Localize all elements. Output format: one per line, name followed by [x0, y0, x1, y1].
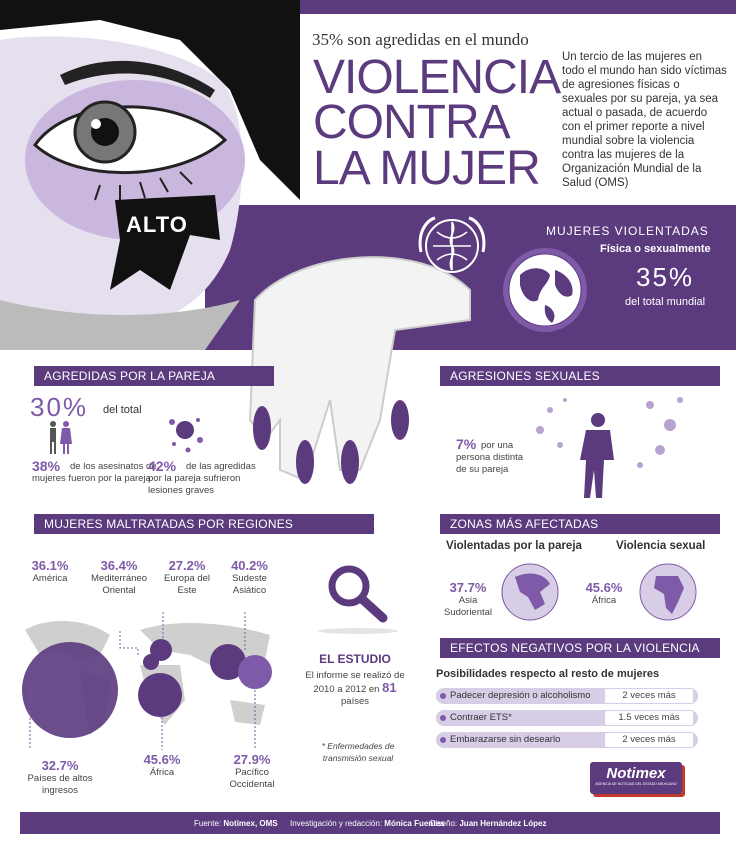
estudio-footnote: * Enfermedades de transmisión sexual	[321, 741, 395, 763]
region-sudeste-pct: 40.2%	[231, 558, 268, 573]
kicker: 35% son agredidas en el mundo	[312, 30, 529, 49]
alto-label: ALTO	[126, 212, 188, 237]
footer-investigacion: Investigación y redacción: Mónica Fuente…	[290, 819, 445, 828]
zonas-col1-title: Violentadas por la pareja	[446, 540, 582, 552]
region-europa-pct: 27.2%	[168, 558, 206, 573]
region-pacifico-pct: 27.9%	[233, 752, 271, 767]
footer-diseno: Diseño: Juan Hernández López	[430, 819, 546, 828]
efectos-band: EFECTOS NEGATIVOS POR LA VIOLENCIA	[440, 638, 720, 658]
region-mediterraneo-pct: 36.4%	[100, 558, 138, 573]
footer-diseno-value: Juan Hernández López	[459, 819, 547, 828]
couple-icon	[50, 421, 72, 454]
efecto-row-3: Embarazarse sin desearlo 2 veces más	[436, 732, 698, 748]
zonas-col2: 45.6% África	[584, 580, 624, 607]
zonas-col1-region: Asia Sudoriental	[443, 595, 493, 618]
estudio-text: El informe se realizó de 2010 a 2012 en …	[305, 670, 405, 708]
estudio-text-b: países	[341, 696, 369, 707]
region-africa-pct: 45.6%	[143, 752, 181, 767]
region-altos-pct: 32.7%	[41, 758, 79, 773]
estudio-countries: 81	[382, 680, 397, 695]
zonas-col2-region: África	[591, 595, 617, 606]
region-america: 36.1% América	[20, 558, 80, 585]
region-pacifico: 27.9% Pacífico Occidental	[222, 752, 282, 791]
sexual-band: AGRESIONES SEXUALES	[440, 366, 720, 386]
efecto-value: 1.5 veces más	[604, 710, 694, 726]
intro-text: Un tercio de las mujeres en todo el mund…	[562, 51, 727, 189]
zonas-col1: 37.7% Asia Sudoriental	[440, 580, 496, 619]
efecto-row-1: Padecer depresión o alcoholismo 2 veces …	[436, 688, 698, 704]
pareja-band: AGREDIDAS POR LA PAREJA	[34, 366, 274, 386]
region-europa-name: Europa del Este	[164, 573, 210, 596]
zonas-band: ZONAS MÁS AFECTADAS	[440, 514, 720, 534]
zonas-col2-title: Violencia sexual	[616, 540, 706, 552]
magnifier-icon	[328, 565, 388, 623]
region-america-name: América	[32, 573, 68, 584]
bullet-icon	[440, 693, 446, 699]
man-silhouette-icon	[536, 397, 683, 498]
zonas-col2-pct: 45.6%	[585, 580, 623, 595]
main-title-line-2: CONTRA	[313, 96, 511, 149]
footer-inv-label: Investigación y redacción:	[290, 819, 383, 828]
pareja-stat2-text: de las agredidas por la pareja sufrieron…	[148, 461, 256, 496]
main-title-line-1: VIOLENCIA	[313, 51, 561, 104]
footer-inv-value: Mónica Fuentes	[384, 819, 445, 828]
region-europa: 27.2% Europa del Este	[162, 558, 212, 597]
estudio-text-a: El informe se realizó de 2010 a 2012 en	[305, 670, 405, 695]
notimex-tagline: AGENCIA DE NOTICIAS DEL ESTADO MEXICANO	[595, 782, 677, 786]
region-pacifico-name: Pacífico Occidental	[229, 767, 275, 790]
globe-icon	[503, 248, 587, 332]
global-pct: 35%	[636, 262, 695, 292]
bullet-icon	[440, 737, 446, 743]
efecto-label: Padecer depresión o alcoholismo	[450, 690, 591, 701]
pareja-pct: 30%	[30, 392, 89, 422]
global-title: MUJERES VIOLENTADAS	[546, 224, 709, 238]
efecto-value: 2 veces más	[604, 688, 694, 704]
efecto-row-2: Contraer ETS* 1.5 veces más	[436, 710, 698, 726]
face-illustration	[0, 0, 736, 484]
efecto-label: Embarazarse sin desearlo	[450, 734, 561, 745]
efectos-subtitle: Posibilidades respecto al resto de mujer…	[436, 668, 660, 680]
region-altos-name: Países de altos ingresos	[27, 773, 93, 796]
footer-fuente-value: Notimex, OMS	[223, 819, 278, 828]
global-caption: del total mundial	[625, 296, 706, 308]
region-america-pct: 36.1%	[31, 558, 69, 573]
notimex-name: Notimex	[606, 765, 666, 782]
sexual-text: por una persona distinta de su pareja	[456, 440, 524, 475]
region-altos: 32.7% Países de altos ingresos	[20, 758, 100, 797]
footer-fuente: Fuente: Notimex, OMS	[194, 819, 278, 828]
region-mediterraneo: 36.4% Mediterráneo Oriental	[88, 558, 150, 597]
notimex-logo: Notimex AGENCIA DE NOTICIAS DEL ESTADO M…	[590, 762, 682, 794]
pareja-stat1-pct: 38%	[32, 458, 61, 474]
who-logo-icon	[418, 216, 486, 273]
footer-fuente-label: Fuente:	[194, 819, 222, 828]
region-africa-name: África	[149, 767, 175, 778]
region-sudeste: 40.2% Sudeste Asiático	[222, 558, 277, 597]
footer-diseno-label: Diseño:	[430, 819, 458, 828]
efecto-value: 2 veces más	[604, 732, 694, 748]
main-title-line-3: LA MUJER	[313, 142, 541, 195]
pareja-stat1-text: de los asesinatos de mujeres fueron por …	[32, 461, 157, 484]
pareja-stat2-pct: 42%	[148, 458, 177, 474]
global-subtitle: Física o sexualmente	[600, 243, 711, 255]
region-africa: 45.6% África	[134, 752, 190, 779]
footer-bar: Fuente: Notimex, OMS Investigación y red…	[20, 812, 720, 834]
magnifier-shadow	[318, 628, 398, 634]
zonas-col1-pct: 37.7%	[449, 580, 487, 595]
region-sudeste-name: Sudeste Asiático	[232, 573, 267, 596]
region-mediterraneo-name: Mediterráneo Oriental	[91, 573, 147, 596]
estudio-title: EL ESTUDIO	[319, 652, 391, 666]
pareja-pct-label: del total	[103, 404, 142, 416]
globe-asia-icon	[501, 563, 559, 621]
bullet-icon	[440, 715, 446, 721]
efecto-label: Contraer ETS*	[450, 712, 512, 723]
globe-africa-icon	[639, 563, 697, 621]
sexual-pct: 7%	[456, 436, 477, 452]
world-map	[22, 610, 272, 750]
regiones-band: MUJERES MALTRATADAS POR REGIONES	[34, 514, 374, 534]
splatter-icon	[169, 418, 203, 453]
